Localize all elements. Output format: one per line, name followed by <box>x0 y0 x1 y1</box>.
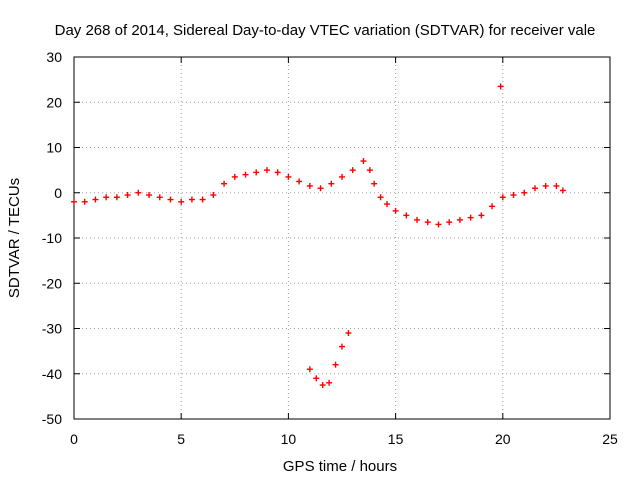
x-tick-label: 15 <box>388 431 404 447</box>
x-axis-label: GPS time / hours <box>283 458 397 475</box>
y-tick-label: 0 <box>54 185 62 201</box>
data-point <box>113 194 120 201</box>
data-point <box>319 382 326 389</box>
x-tick-label: 0 <box>70 431 78 447</box>
data-point <box>167 196 174 203</box>
data-point <box>242 171 249 178</box>
data-point <box>499 194 506 201</box>
grid <box>74 57 610 419</box>
data-point <box>156 194 163 201</box>
data-point <box>542 182 549 189</box>
data-point <box>231 173 238 180</box>
data-point <box>478 212 485 219</box>
data-point <box>456 216 463 223</box>
data-point <box>510 192 517 199</box>
y-tick-label: -50 <box>42 411 62 427</box>
data-point <box>263 167 270 174</box>
y-tick-label: -10 <box>42 230 62 246</box>
plot-frame <box>73 56 611 420</box>
data-point <box>345 330 352 337</box>
data-point <box>424 219 431 226</box>
data-points <box>71 83 566 389</box>
data-point <box>124 192 131 199</box>
x-tick-label: 10 <box>281 431 297 447</box>
data-point <box>349 167 356 174</box>
data-point <box>210 192 217 199</box>
data-point <box>521 189 528 196</box>
data-point <box>377 194 384 201</box>
data-point <box>497 83 504 90</box>
data-point <box>285 173 292 180</box>
data-point <box>188 196 195 203</box>
data-point <box>328 180 335 187</box>
data-point <box>553 182 560 189</box>
data-point <box>81 198 88 205</box>
data-point <box>403 212 410 219</box>
y-tick-label: -40 <box>42 366 62 382</box>
axis-ticks: 0 5 10 15 20 25 -50 -40 -30 -20 -10 0 10 20 30 <box>42 49 618 447</box>
data-point <box>446 219 453 226</box>
data-point <box>326 379 333 386</box>
data-point <box>414 216 421 223</box>
data-point <box>392 207 399 214</box>
data-point <box>384 201 391 208</box>
data-point <box>435 221 442 228</box>
data-point <box>199 196 206 203</box>
data-point <box>371 180 378 187</box>
y-tick-label: 10 <box>46 140 62 156</box>
y-tick-label: 20 <box>46 94 62 110</box>
data-point <box>306 182 313 189</box>
data-point <box>135 189 142 196</box>
data-point <box>178 198 185 205</box>
data-point <box>253 169 260 176</box>
data-point <box>317 185 324 192</box>
y-axis-label: SDTVAR / TECUs <box>6 178 23 298</box>
y-tick-label: 30 <box>46 49 62 65</box>
y-tick-label: -30 <box>42 321 62 337</box>
chart-title: Day 268 of 2014, Sidereal Day-to-day VTE… <box>55 22 596 39</box>
data-point <box>274 169 281 176</box>
data-point <box>467 214 474 221</box>
data-point <box>296 178 303 185</box>
data-point <box>366 167 373 174</box>
data-point <box>71 198 77 205</box>
data-point <box>332 361 339 368</box>
data-point <box>489 203 496 210</box>
y-tick-label: -20 <box>42 275 62 291</box>
data-point <box>339 343 345 350</box>
data-point <box>313 375 320 382</box>
data-point <box>306 366 313 373</box>
data-point <box>339 173 345 180</box>
data-point <box>92 196 99 203</box>
x-tick-label: 20 <box>495 431 511 447</box>
data-point <box>360 158 367 165</box>
data-point <box>531 185 538 192</box>
x-tick-label: 5 <box>177 431 185 447</box>
data-point <box>221 180 228 187</box>
data-point <box>146 192 153 199</box>
x-tick-label: 25 <box>602 431 618 447</box>
data-point <box>559 187 566 194</box>
data-point <box>103 194 110 201</box>
